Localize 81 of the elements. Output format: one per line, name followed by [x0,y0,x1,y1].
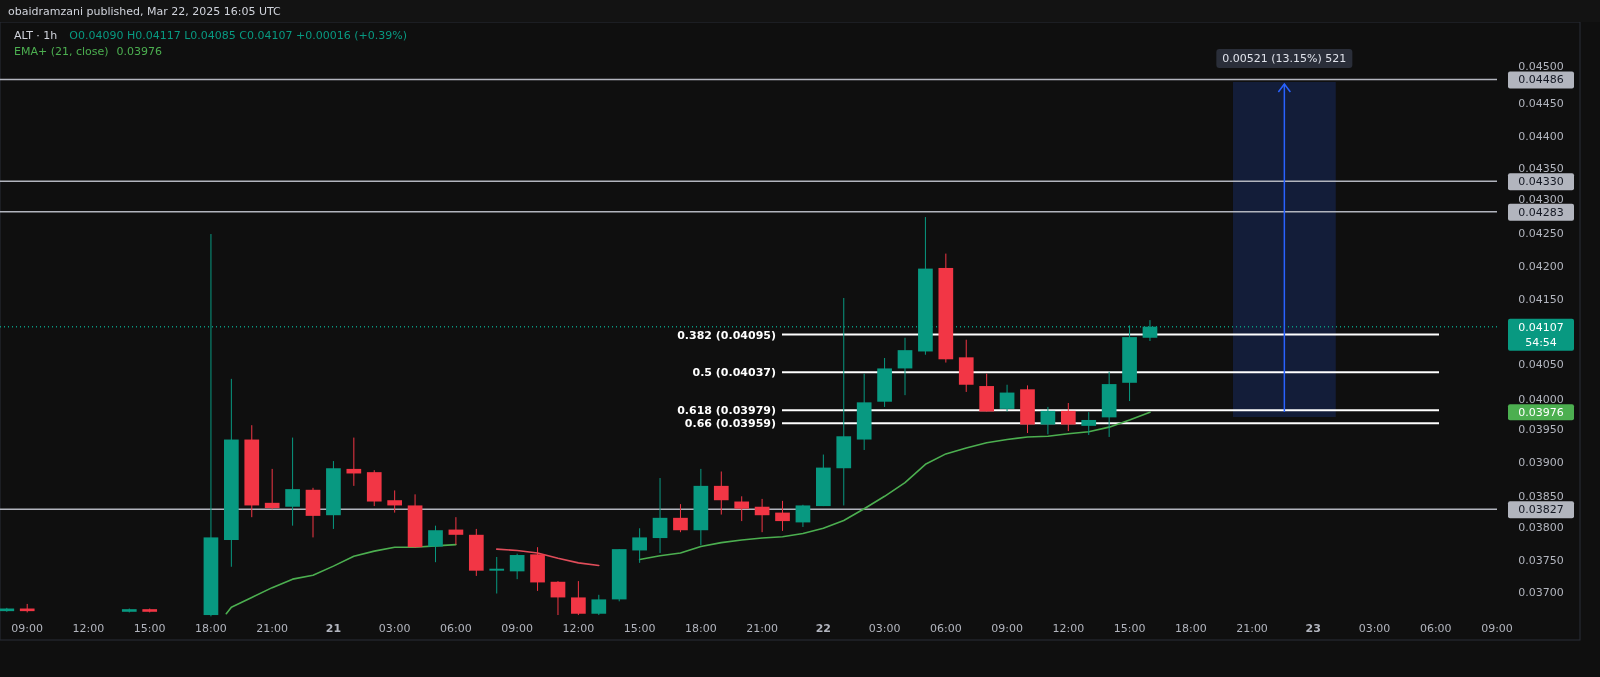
y-tick-label: 0.03800 [1518,520,1564,534]
candlestick [285,437,300,527]
y-tick-label: 0.04400 [1518,129,1564,143]
candlestick [673,503,688,533]
y-tick-label: 0.04050 [1518,357,1564,371]
x-tick-label: 15:00 [1113,622,1146,635]
ref-line-label: 0.04330 [1518,175,1564,189]
annotation: 0.03976 [116,45,163,58]
text: obaidramzani published, Mar 22, 2025 16:05 UTC [8,5,282,18]
x-tick-label: 09:00 [11,622,44,635]
x-tick-label: 18:00 [1174,622,1207,635]
candlestick [754,498,770,533]
ref-line-label: 0.04107 54:54 [1518,320,1564,349]
y-tick-label: 0.03700 [1518,586,1564,600]
candlestick [448,516,464,546]
ref-line-label: 0.03827 [1518,503,1564,517]
y-tick-label: 0.04450 [1518,96,1564,110]
x-tick-label: 09:00 [501,622,533,635]
x-tick-label: 03:00 [868,622,901,635]
candlestick [652,477,668,554]
candlestick [387,489,403,514]
candlestick [999,384,1015,412]
ref-line-label: 0.04486 [1518,73,1564,87]
candlestick [1060,402,1076,432]
x-tick-label: 18:00 [685,622,717,635]
candlestick [897,337,913,396]
candlestick [1081,411,1097,436]
ref-line-label: 0.04283 [1518,205,1564,219]
y-tick-label: 0.04150 [1518,292,1564,306]
y-tick-label: 0.04250 [1518,227,1564,241]
candlestick [591,594,607,616]
line-series [495,548,600,567]
x-tick-label: 03:00 [1358,622,1391,635]
candlestick [1040,406,1056,435]
x-tick-label: 21:00 [256,622,289,635]
candlestick [550,580,566,616]
ref-line-label: 0.618 (0.03979) [677,404,776,418]
candlestick [571,580,586,616]
y-tick-label: 0.03900 [1518,455,1564,469]
text: ALT · 1h [14,29,58,42]
y-tick-label: 0.03976 [1518,406,1564,420]
y-tick-label: 0.03750 [1518,553,1564,567]
band-label: 0.00521 (13.15%) 521 [1222,52,1347,65]
y-tick-label: 0.04350 [1518,162,1564,176]
x-tick-label: 06:00 [929,622,962,635]
x-tick-label: 21:00 [746,622,778,635]
x-tick-label: 12:00 [1052,622,1085,635]
x-tick-label: 23 [1305,622,1321,635]
x-tick-label: 06:00 [1419,622,1452,635]
x-tick-label: 15:00 [623,622,656,635]
x-tick-label: 12:00 [72,622,105,635]
x-tick-label: 18:00 [195,622,227,635]
candlestick [489,556,505,595]
x-tick-label: 21 [325,622,342,635]
x-tick-label: 03:00 [378,622,411,635]
candlestick [775,500,790,532]
x-tick-label: 22 [815,622,832,635]
ref-line-label: 0.382 (0.04095) [677,328,776,342]
candlestick [734,495,750,522]
candlestick [428,525,443,563]
y-tick-label: 0.04000 [1518,393,1564,407]
x-tick-label: 12:00 [562,622,595,635]
candlestick [346,437,362,487]
ref-line-label: 0.5 (0.04037) [692,366,776,380]
y-tick-label: 0.04500 [1518,60,1564,74]
y-tick-label: 0.04300 [1518,192,1564,206]
annotation: O0.04090 H0.04117 L0.04085 C0.04107 +0.00016 (+0.39%) [69,29,407,42]
candlestick [713,471,729,516]
ref-line-label: 0.66 (0.03959) [684,417,776,431]
x-tick-label: 09:00 [1481,622,1513,635]
y-tick-label: 0.03850 [1518,490,1564,504]
x-tick-label: 21:00 [1236,622,1268,635]
candlestick [509,553,525,580]
y-tick-label: 0.04200 [1518,260,1564,273]
y-tick-label: 0.03950 [1518,423,1564,437]
text: EMA+ (21, close) [14,45,109,58]
x-tick-label: 09:00 [991,622,1023,635]
candlestick [632,527,647,564]
x-tick-label: 15:00 [133,622,166,635]
candlestick [264,468,280,510]
x-tick-label: 06:00 [440,622,472,635]
